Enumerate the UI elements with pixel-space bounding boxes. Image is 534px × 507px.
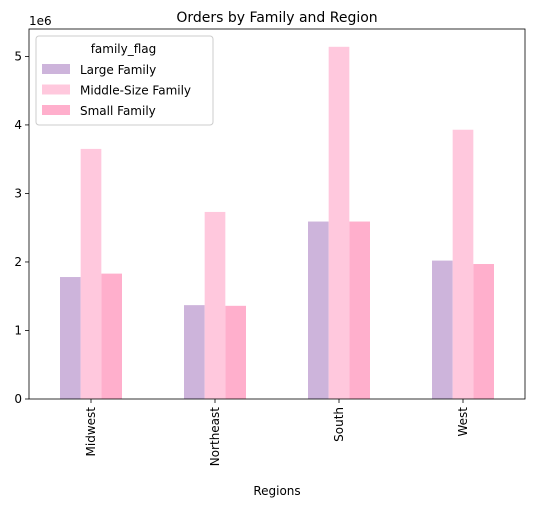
legend-label: Middle-Size Family [80, 84, 191, 98]
bar-middle-size-family-midwest [80, 148, 102, 399]
bar-large-family-west [432, 260, 453, 399]
bar-middle-size-family-west [452, 129, 474, 399]
y-offset-label: 1e6 [29, 14, 52, 28]
legend-swatch [42, 64, 70, 74]
x-axis-label: Regions [253, 484, 300, 498]
y-tick-label: 3 [14, 186, 22, 200]
y-tick-label: 2 [14, 255, 22, 269]
y-tick-label: 5 [14, 49, 22, 63]
bar-large-family-midwest [60, 277, 81, 399]
chart-title: Orders by Family and Region [176, 10, 377, 26]
bar-middle-size-family-south [328, 46, 350, 400]
bar-small-family-midwest [101, 273, 122, 399]
bar-small-family-west [473, 264, 494, 399]
legend-label: Large Family [80, 63, 156, 77]
legend-box [35, 35, 214, 126]
axes-frame [28, 28, 526, 400]
x-tick-label-west: West [456, 407, 470, 437]
legend-swatch [42, 84, 70, 95]
x-tick-label-northeast: Northeast [208, 407, 222, 467]
legend-swatch [42, 105, 70, 115]
bar-middle-size-family-northeast [204, 211, 226, 399]
y-tick-label: 1 [14, 323, 22, 337]
bar-small-family-northeast [225, 305, 246, 399]
bar-large-family-northeast [184, 305, 205, 399]
y-tick-label: 4 [14, 118, 22, 132]
x-tick-label-midwest: Midwest [84, 407, 98, 457]
legend-title: family_flag [91, 42, 157, 56]
x-tick-label-south: South [332, 407, 346, 442]
plot-area: 0 1 2 3 4 5 Midwest Northeast South West [14, 28, 526, 467]
bar-large-family-south [308, 221, 329, 399]
y-tick-label: 0 [14, 392, 22, 406]
legend: family_flag Large Family Middle-Size Famil… [35, 35, 214, 126]
bar-small-family-south [349, 221, 370, 399]
legend-label: Small Family [80, 104, 156, 118]
